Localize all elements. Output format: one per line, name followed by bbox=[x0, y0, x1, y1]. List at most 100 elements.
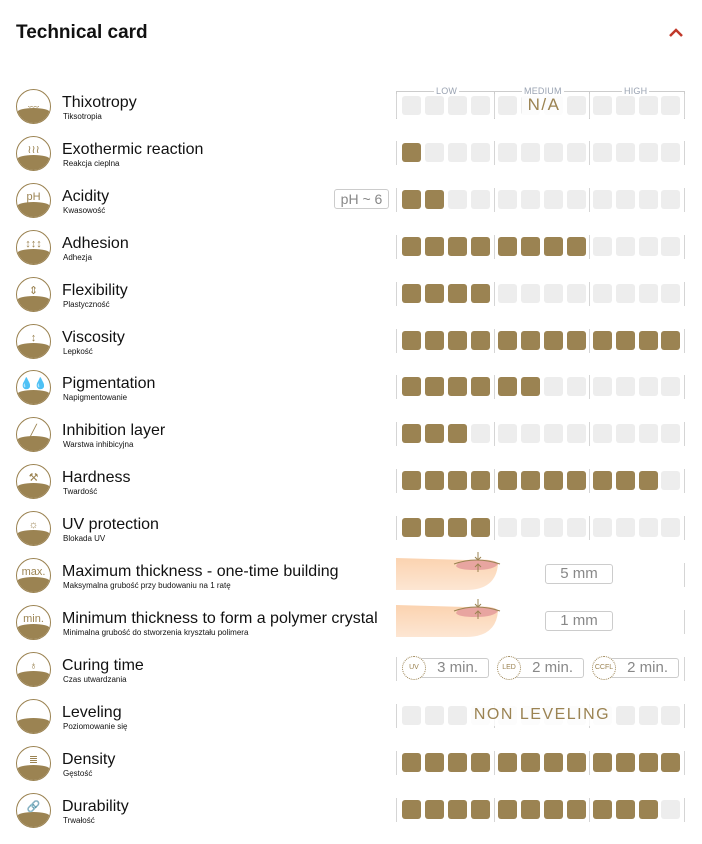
level-square-filled bbox=[593, 799, 612, 819]
row-subtitle: Maksymalna grubość przy budowaniu na 1 r… bbox=[63, 581, 231, 590]
level-square-empty bbox=[593, 518, 612, 538]
level-square-filled bbox=[567, 236, 586, 256]
level-square-filled bbox=[567, 752, 586, 772]
level-square-empty bbox=[661, 518, 680, 538]
level-square-filled bbox=[402, 142, 421, 162]
level-square-empty bbox=[521, 424, 540, 444]
icon-base bbox=[17, 577, 50, 592]
level-square-filled bbox=[521, 799, 540, 819]
row-subtitle: Minimalna grubość do stworzenia kryształ… bbox=[63, 627, 249, 637]
level-square-empty bbox=[567, 96, 586, 115]
icon-base bbox=[17, 342, 50, 358]
row-minimum-thickness-to-form-a-polymer-crystal: min. Minimum thickness to form a polymer … bbox=[0, 598, 702, 642]
scale-divider bbox=[494, 187, 495, 212]
level-square-filled bbox=[471, 283, 490, 303]
leveling-icon bbox=[16, 698, 51, 734]
level-square-empty bbox=[661, 471, 680, 491]
level-square-empty bbox=[448, 705, 467, 725]
icon-base bbox=[17, 248, 50, 264]
level-square-filled bbox=[448, 330, 467, 350]
scale-divider bbox=[494, 281, 495, 306]
row-title: Curing time bbox=[62, 656, 144, 674]
level-square-empty bbox=[639, 377, 658, 397]
scale-divider bbox=[684, 469, 685, 494]
icon-base bbox=[17, 295, 50, 311]
level-square-filled bbox=[402, 752, 421, 772]
row-adhesion: ↕↕↕ Adhesion Adhezja bbox=[0, 227, 702, 267]
level-square-filled bbox=[616, 752, 635, 772]
level-square-empty bbox=[661, 799, 680, 819]
level-square-empty bbox=[616, 424, 635, 444]
scale-high-label: HIGH bbox=[622, 86, 650, 96]
chevron-up-icon[interactable] bbox=[666, 24, 686, 40]
scale-overlay-text: NON LEVELING bbox=[470, 703, 614, 726]
level-square-empty bbox=[498, 142, 517, 162]
row-subtitle: Plastyczność bbox=[63, 299, 110, 309]
icon-glyph: 💧💧 bbox=[19, 378, 48, 391]
level-square-filled bbox=[448, 471, 467, 491]
level-square-filled bbox=[425, 377, 444, 397]
level-square-filled bbox=[425, 752, 444, 772]
icon-glyph: ≀≀≀ bbox=[27, 143, 40, 156]
scale-divider bbox=[396, 797, 397, 822]
scale-divider bbox=[684, 703, 685, 728]
scale-divider bbox=[684, 140, 685, 165]
level-square-empty bbox=[567, 283, 586, 303]
level-square-empty bbox=[639, 236, 658, 256]
level-square-empty bbox=[425, 142, 444, 162]
row-subtitle: Czas utwardzania bbox=[63, 674, 127, 684]
inhibition-layer-icon: ╱ bbox=[16, 417, 51, 453]
row-uv-protection: ☼ UV protection Blokada UV bbox=[0, 508, 702, 548]
curing-item-uv: 3 min. UV bbox=[402, 655, 492, 680]
row-pigmentation: 💧💧 Pigmentation Napigmentowanie bbox=[0, 367, 702, 407]
level-square-filled bbox=[521, 377, 540, 397]
level-square-filled bbox=[402, 330, 421, 350]
level-square-empty bbox=[544, 189, 563, 209]
scale-divider bbox=[684, 187, 685, 212]
scale-divider bbox=[589, 328, 590, 353]
row-subtitle: Lepkość bbox=[63, 346, 93, 356]
finger-nail-illustration bbox=[396, 552, 501, 590]
level-square-filled bbox=[593, 330, 612, 350]
level-square-filled bbox=[544, 471, 563, 491]
level-square-filled bbox=[498, 236, 517, 256]
row-title: Viscosity bbox=[62, 328, 125, 346]
level-square-filled bbox=[402, 283, 421, 303]
level-square-filled bbox=[498, 799, 517, 819]
scale-divider bbox=[589, 469, 590, 494]
scale-divider bbox=[494, 422, 495, 447]
row-hardness: ⚒ Hardness Twardość bbox=[0, 461, 702, 501]
row-title: Pigmentation bbox=[62, 375, 156, 393]
scale-divider bbox=[684, 234, 685, 259]
scale-divider bbox=[589, 94, 590, 118]
level-square-empty bbox=[639, 705, 658, 725]
level-square-filled bbox=[448, 799, 467, 819]
level-square-empty bbox=[448, 189, 467, 209]
level-square-filled bbox=[471, 518, 490, 538]
level-square-filled bbox=[544, 799, 563, 819]
icon-glyph: ↕↕↕ bbox=[25, 237, 42, 250]
scale-divider bbox=[396, 281, 397, 306]
icon-glyph: 🔗 bbox=[26, 800, 41, 813]
scale-divider bbox=[684, 609, 685, 634]
icon-base bbox=[17, 155, 50, 170]
curing-item-ccfl: 2 min. CCFL bbox=[592, 655, 682, 680]
row-title: Maximum thickness - one-time building bbox=[62, 563, 339, 580]
level-square-empty bbox=[593, 96, 612, 115]
scale-divider bbox=[396, 469, 397, 494]
level-square-filled bbox=[616, 330, 635, 350]
level-square-empty bbox=[639, 518, 658, 538]
scale-divider bbox=[684, 563, 685, 587]
row-thixotropy: ﹏ Thixotropy Tiksotropia N/A bbox=[0, 86, 702, 126]
level-square-empty bbox=[567, 142, 586, 162]
scale-divider bbox=[396, 187, 397, 212]
level-square-filled bbox=[402, 189, 421, 209]
scale-divider bbox=[684, 750, 685, 775]
icon-base bbox=[17, 624, 50, 639]
icon-base bbox=[17, 717, 50, 733]
row-density: ≣ Density Gęstość bbox=[0, 743, 702, 783]
icon-base bbox=[17, 811, 50, 827]
icon-glyph: ♁ bbox=[29, 659, 38, 672]
scale-divider bbox=[684, 516, 685, 541]
scale-divider bbox=[396, 328, 397, 353]
